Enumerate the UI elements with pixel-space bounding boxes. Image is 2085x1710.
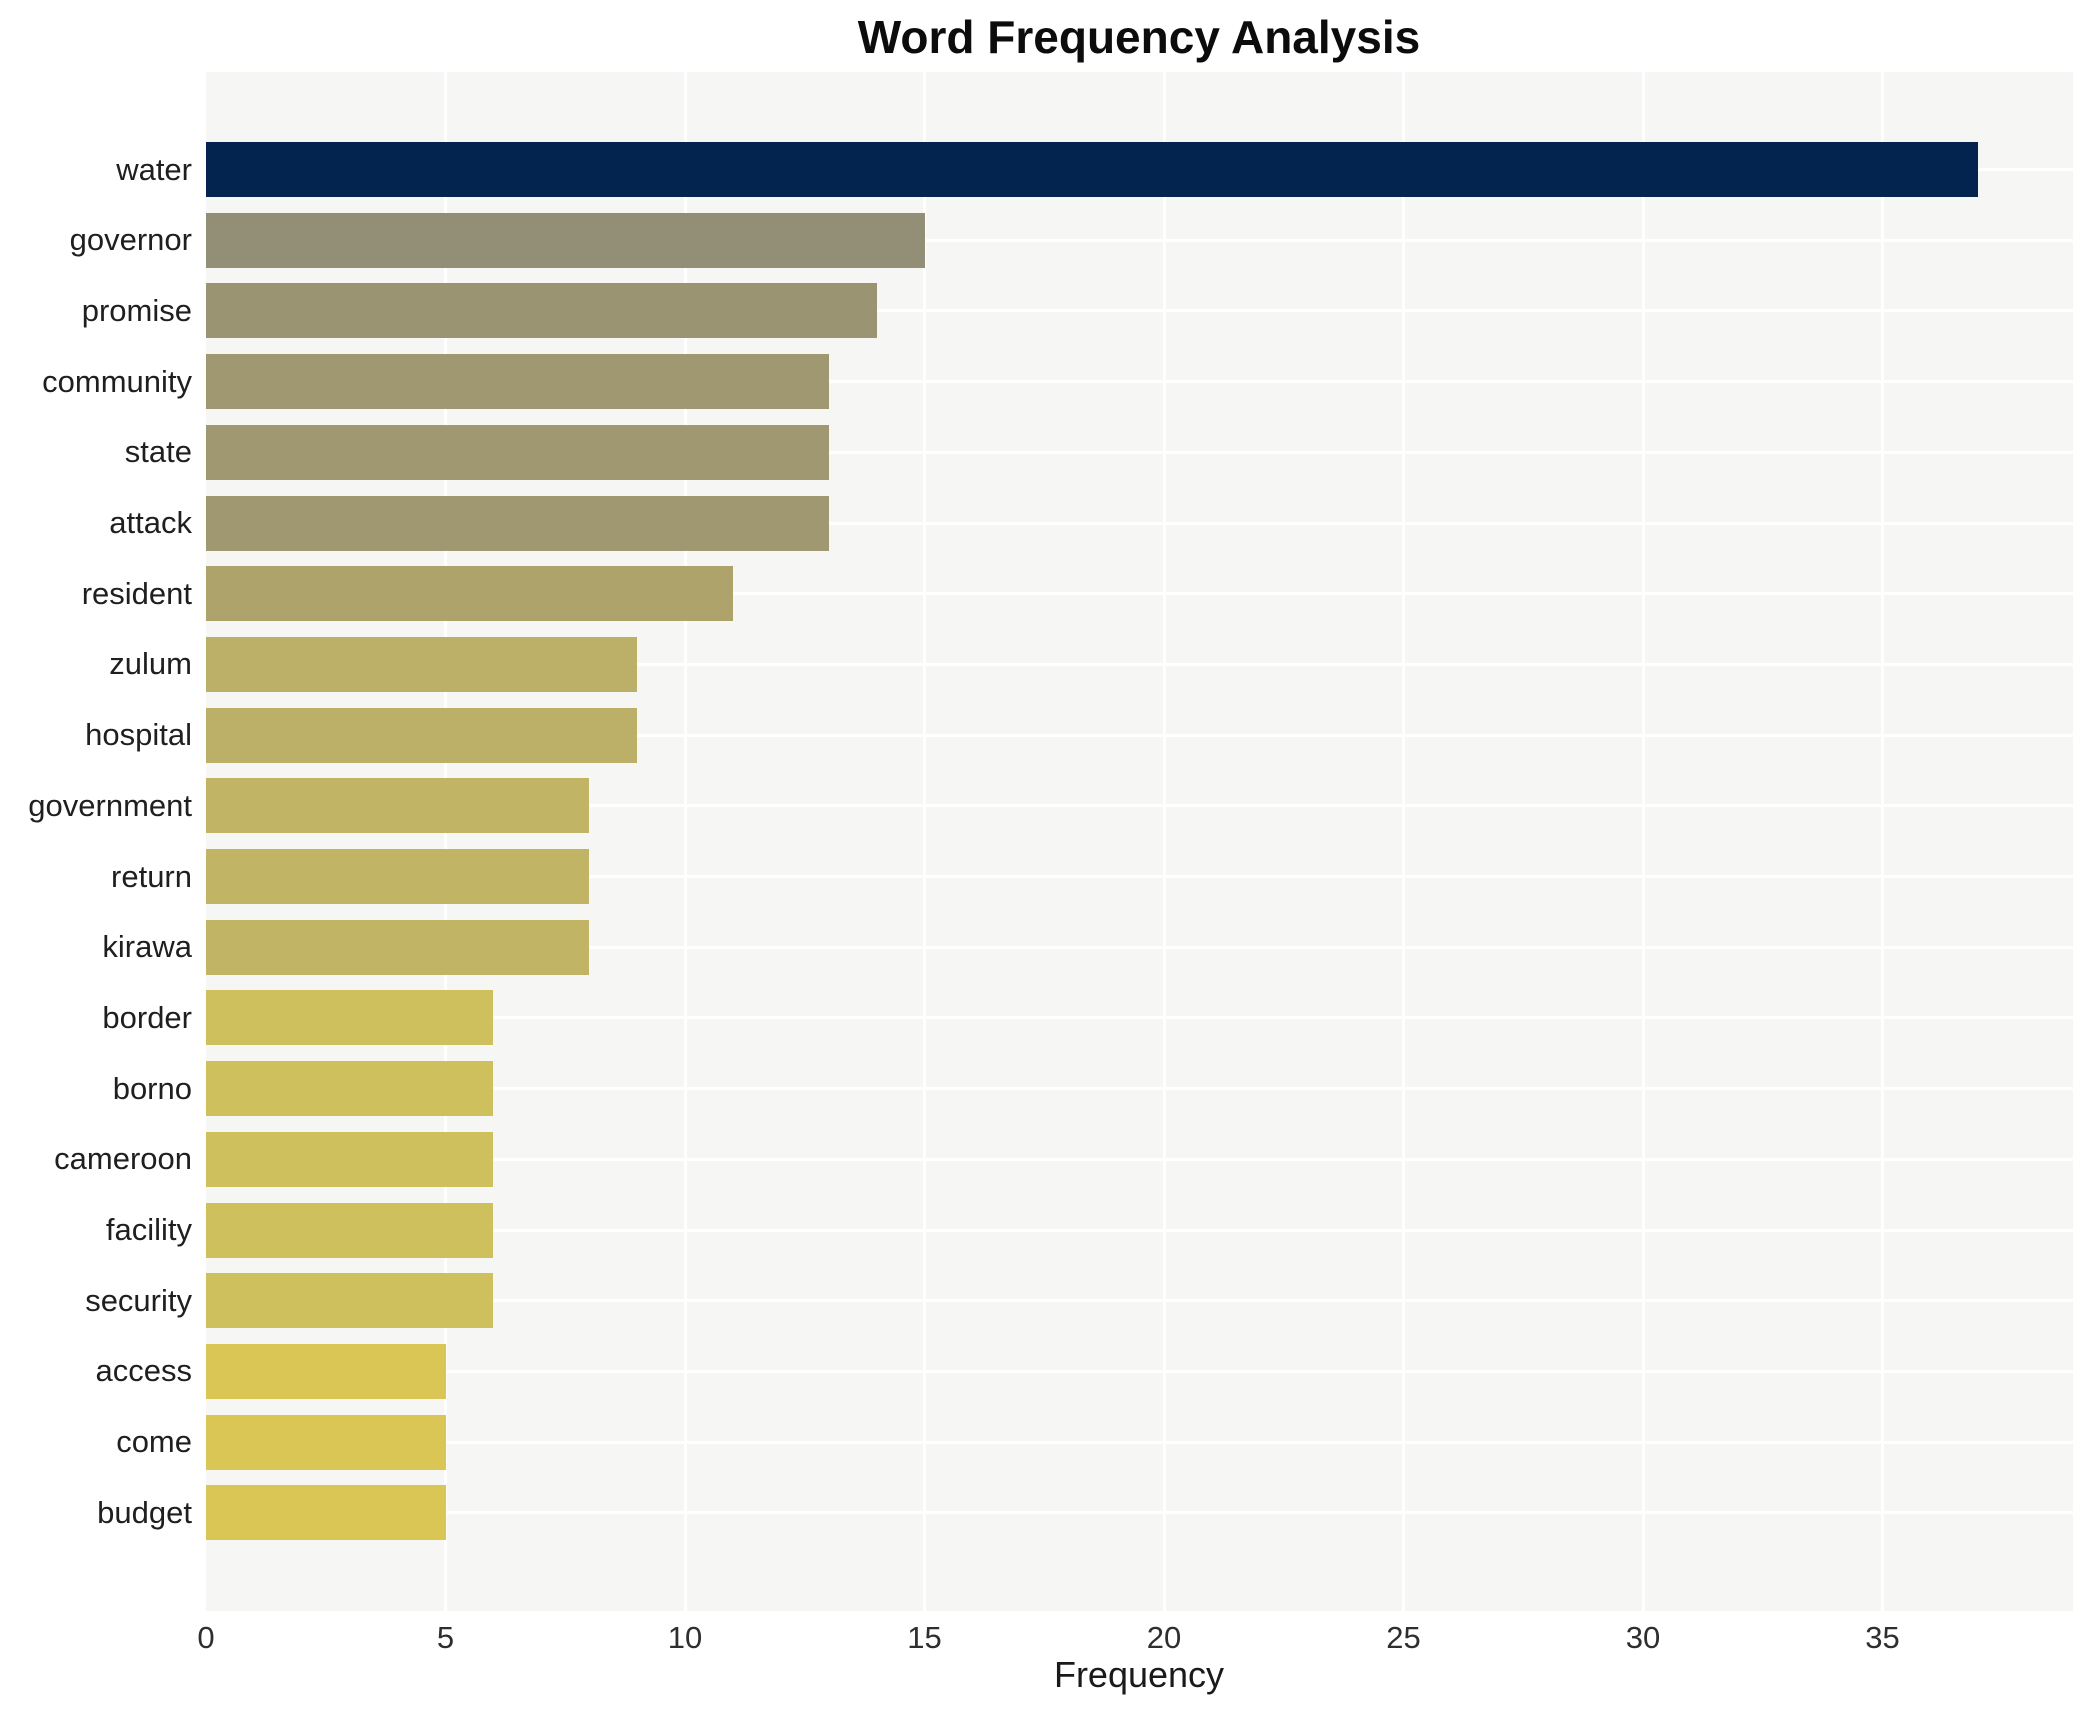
y-tick-label-state: state: [124, 434, 192, 470]
bar-return: [206, 849, 590, 904]
y-tick-label-governor: governor: [69, 222, 192, 258]
gridline-y-state: [206, 450, 2073, 454]
gridline-y-attack: [206, 521, 2073, 525]
gridline-y-border: [206, 1016, 2073, 1020]
gridline-y-governor: [206, 238, 2073, 242]
x-tick-label-0: 0: [197, 1620, 215, 1655]
x-tick-label-25: 25: [1386, 1620, 1421, 1655]
y-tick-label-return: return: [111, 858, 192, 894]
bar-security: [206, 1273, 494, 1329]
bar-borno: [206, 1061, 494, 1117]
gridline-x-10: [683, 72, 687, 1611]
y-tick-label-border: border: [102, 999, 192, 1035]
gridline-x-25: [1402, 72, 1405, 1611]
y-tick-label-access: access: [95, 1353, 192, 1389]
bar-water: [206, 142, 1979, 197]
bar-government: [206, 778, 590, 834]
x-axis-label: Frequency: [1053, 1654, 1225, 1695]
gridline-y-promise: [206, 309, 2073, 313]
chart-title: Word Frequency Analysis: [857, 11, 1421, 63]
bar-state: [206, 424, 829, 480]
gridline-y-cameroon: [206, 1157, 2073, 1161]
bar-access: [206, 1343, 446, 1399]
bar-resident: [206, 566, 733, 622]
y-tick-label-hospital: hospital: [85, 717, 192, 753]
y-tick-label-community: community: [42, 363, 192, 399]
y-tick-label-water: water: [116, 151, 192, 187]
bar-attack: [206, 495, 829, 551]
x-tick-label-15: 15: [907, 1620, 942, 1655]
x-tick-label-5: 5: [436, 1620, 455, 1655]
plot-area: [206, 72, 2073, 1611]
bar-come: [206, 1414, 446, 1470]
x-tick-label-20: 20: [1146, 1620, 1182, 1655]
gridline-y-zulum: [206, 662, 2073, 666]
gridline-y-community: [206, 380, 2073, 384]
y-tick-label-security: security: [85, 1282, 192, 1318]
gridline-y-return: [206, 875, 2073, 878]
y-tick-label-promise: promise: [81, 292, 192, 328]
x-tick-label-30: 30: [1625, 1620, 1661, 1655]
gridline-y-come: [206, 1440, 2073, 1444]
gridline-y-government: [206, 804, 2073, 808]
gridline-y-resident: [206, 592, 2073, 596]
gridline-x-5: [444, 72, 447, 1611]
gridline-y-hospital: [206, 733, 2073, 737]
bar-promise: [206, 283, 877, 339]
x-tick-label-10: 10: [667, 1620, 703, 1655]
gridline-y-budget: [206, 1511, 2073, 1515]
y-tick-label-come: come: [116, 1424, 192, 1460]
y-tick-label-budget: budget: [97, 1494, 192, 1530]
bar-facility: [206, 1202, 494, 1258]
gridline-y-borno: [206, 1087, 2073, 1091]
gridline-y-access: [206, 1369, 2073, 1373]
y-tick-label-cameroon: cameroon: [54, 1141, 192, 1177]
gridline-y-kirawa: [206, 945, 2073, 949]
gridline-x-15: [923, 72, 926, 1611]
gridline-x-30: [1641, 72, 1645, 1611]
bar-governor: [206, 212, 925, 268]
bar-hospital: [206, 707, 638, 763]
bar-cameroon: [206, 1131, 494, 1187]
bar-budget: [206, 1485, 446, 1541]
y-tick-label-zulum: zulum: [109, 646, 192, 682]
y-tick-label-facility: facility: [105, 1212, 192, 1247]
y-tick-label-resident: resident: [81, 575, 192, 611]
y-tick-label-government: government: [28, 787, 192, 823]
bar-zulum: [206, 636, 638, 692]
bar-border: [206, 990, 494, 1046]
gridline-x-35: [1881, 72, 1884, 1611]
gridline-y-security: [206, 1299, 2073, 1303]
y-tick-label-kirawa: kirawa: [102, 929, 192, 965]
bar-kirawa: [206, 919, 590, 975]
x-tick-label-35: 35: [1865, 1620, 1900, 1655]
y-tick-label-attack: attack: [109, 505, 192, 540]
bar-community: [206, 354, 829, 410]
y-tick-label-borno: borno: [112, 1070, 192, 1106]
gridline-x-20: [1162, 72, 1166, 1611]
gridline-y-facility: [206, 1228, 2073, 1232]
